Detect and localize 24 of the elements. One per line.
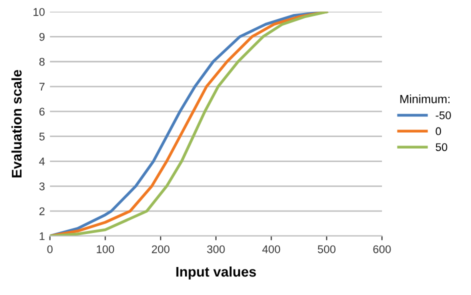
x-tick-label: 100 [96,245,114,254]
y-tick-label: 6 [39,108,45,116]
y-tick-label: 9 [39,32,45,41]
y-tick-label: 4 [39,158,45,166]
legend-label: 50 [436,143,448,152]
y-tick-label: 2 [39,207,45,216]
y-axis-title: Evaluation scale [11,70,22,178]
y-tick-label: 5 [39,132,45,140]
y-tick-label: 3 [39,182,45,190]
x-tick-label: 300 [207,245,225,254]
x-tick-label: 600 [373,245,391,254]
legend-title: Minimum: [400,94,450,104]
x-tick-label: 400 [262,245,280,254]
y-tick-label: 1 [40,232,45,240]
x-tick-label: 200 [152,245,170,254]
y-tick-label: 10 [34,8,45,16]
x-axis-title: Input values [176,266,256,280]
y-tick-label: 8 [39,58,45,66]
legend-label: -50 [436,111,451,120]
line-series [50,12,328,236]
x-tick-label: 500 [318,245,336,254]
legend-label: 0 [436,127,442,136]
x-tick-label: 0 [47,245,53,254]
y-tick-label: 7 [39,82,45,91]
